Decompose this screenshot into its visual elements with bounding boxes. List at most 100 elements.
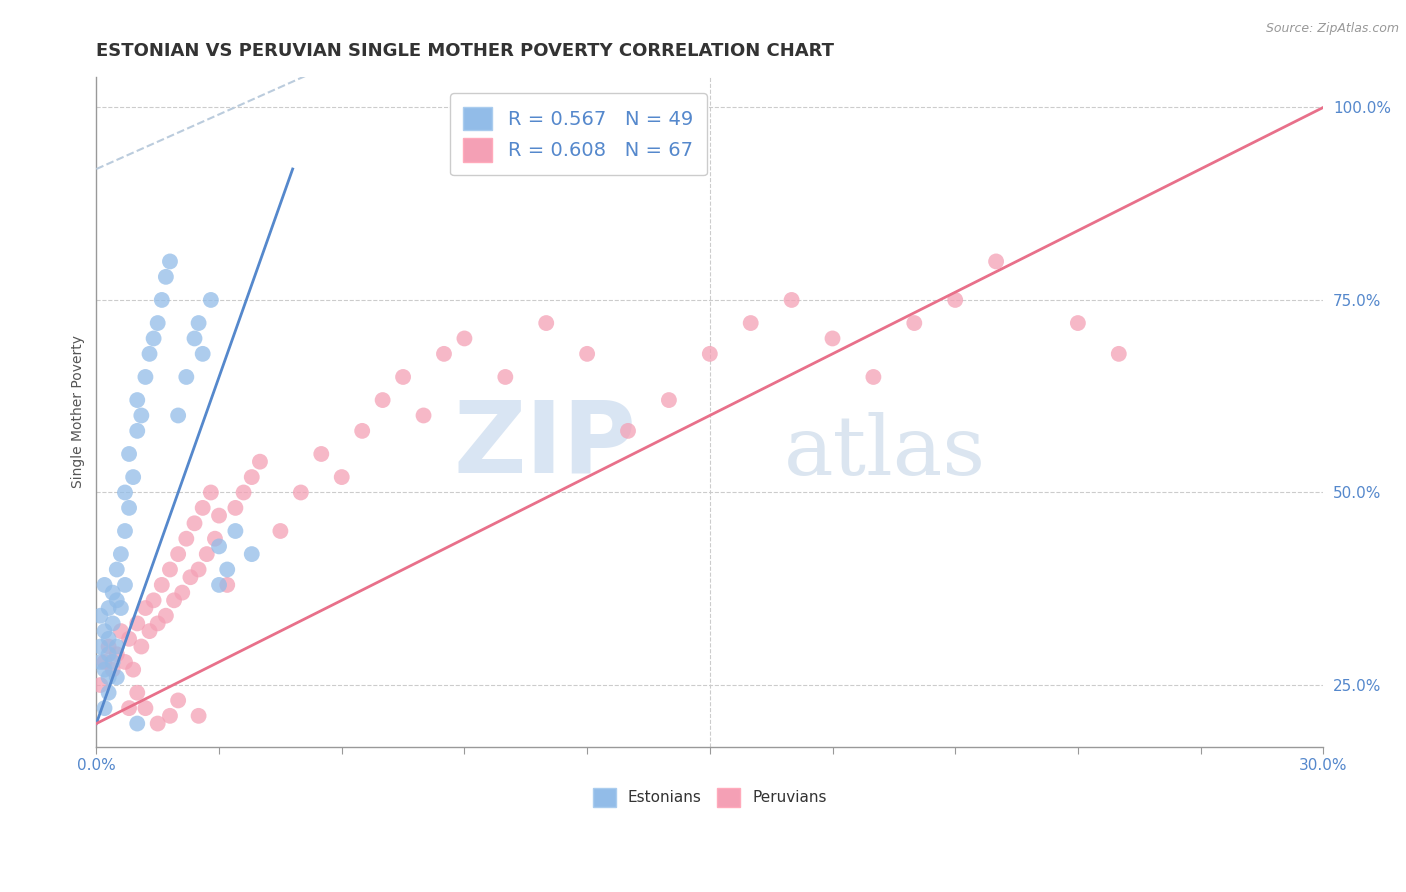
Point xyxy=(183,331,205,345)
Point xyxy=(371,393,394,408)
Point xyxy=(821,331,844,345)
Point xyxy=(1108,347,1130,361)
Text: ESTONIAN VS PERUVIAN SINGLE MOTHER POVERTY CORRELATION CHART: ESTONIAN VS PERUVIAN SINGLE MOTHER POVER… xyxy=(97,42,834,60)
Point xyxy=(232,485,254,500)
Point xyxy=(167,547,190,561)
Point xyxy=(183,516,205,531)
Point xyxy=(89,678,111,692)
Point xyxy=(617,424,640,438)
Point xyxy=(93,624,115,639)
Point xyxy=(191,347,214,361)
Point xyxy=(249,455,271,469)
Point xyxy=(200,293,222,307)
Point xyxy=(494,370,516,384)
Point xyxy=(208,540,231,554)
Point xyxy=(97,647,120,661)
Text: Source: ZipAtlas.com: Source: ZipAtlas.com xyxy=(1265,22,1399,36)
Point xyxy=(208,578,231,592)
Point xyxy=(699,347,721,361)
Point xyxy=(943,293,966,307)
Point xyxy=(150,578,173,592)
Point xyxy=(412,409,434,423)
Legend: Estonians, Peruvians: Estonians, Peruvians xyxy=(586,782,832,813)
Point xyxy=(134,701,156,715)
Point xyxy=(290,485,312,500)
Point xyxy=(93,701,115,715)
Point xyxy=(89,608,111,623)
Point xyxy=(780,293,803,307)
Point xyxy=(155,608,177,623)
Point xyxy=(903,316,925,330)
Point xyxy=(240,470,263,484)
Point xyxy=(110,547,132,561)
Point xyxy=(105,593,128,607)
Point xyxy=(134,370,156,384)
Point xyxy=(105,562,128,576)
Point xyxy=(195,547,218,561)
Point xyxy=(118,500,141,515)
Point xyxy=(176,532,198,546)
Point xyxy=(138,347,160,361)
Point xyxy=(187,562,209,576)
Point xyxy=(93,578,115,592)
Point xyxy=(984,254,1007,268)
Text: atlas: atlas xyxy=(783,412,986,491)
Point xyxy=(127,424,149,438)
Point xyxy=(146,616,169,631)
Point xyxy=(101,585,124,599)
Point xyxy=(658,393,681,408)
Point xyxy=(114,524,136,538)
Point xyxy=(146,716,169,731)
Point xyxy=(240,547,263,561)
Point xyxy=(105,647,128,661)
Point xyxy=(118,447,141,461)
Point xyxy=(122,663,145,677)
Point xyxy=(187,709,209,723)
Point xyxy=(138,624,160,639)
Point xyxy=(433,347,456,361)
Point xyxy=(105,640,128,654)
Point xyxy=(576,347,599,361)
Point xyxy=(142,593,165,607)
Point xyxy=(167,693,190,707)
Point xyxy=(155,269,177,284)
Text: ZIP: ZIP xyxy=(453,397,636,493)
Y-axis label: Single Mother Poverty: Single Mother Poverty xyxy=(72,335,86,488)
Point xyxy=(453,331,475,345)
Point xyxy=(118,701,141,715)
Point xyxy=(127,716,149,731)
Point xyxy=(101,663,124,677)
Point xyxy=(131,409,153,423)
Point xyxy=(159,254,181,268)
Point xyxy=(93,663,115,677)
Point xyxy=(127,686,149,700)
Point xyxy=(311,447,333,461)
Point xyxy=(224,524,246,538)
Point xyxy=(89,655,111,669)
Point xyxy=(217,578,239,592)
Point xyxy=(118,632,141,646)
Point xyxy=(93,655,115,669)
Point xyxy=(172,585,194,599)
Point xyxy=(740,316,762,330)
Point xyxy=(101,655,124,669)
Point xyxy=(127,393,149,408)
Point xyxy=(114,655,136,669)
Point xyxy=(200,485,222,500)
Point xyxy=(134,601,156,615)
Point xyxy=(159,709,181,723)
Point xyxy=(204,532,226,546)
Point xyxy=(142,331,165,345)
Point xyxy=(122,470,145,484)
Point xyxy=(159,562,181,576)
Point xyxy=(187,316,209,330)
Point xyxy=(224,500,246,515)
Point xyxy=(179,570,201,584)
Point xyxy=(191,500,214,515)
Point xyxy=(176,370,198,384)
Point xyxy=(146,316,169,330)
Point xyxy=(110,601,132,615)
Point xyxy=(97,686,120,700)
Point xyxy=(167,409,190,423)
Point xyxy=(97,670,120,684)
